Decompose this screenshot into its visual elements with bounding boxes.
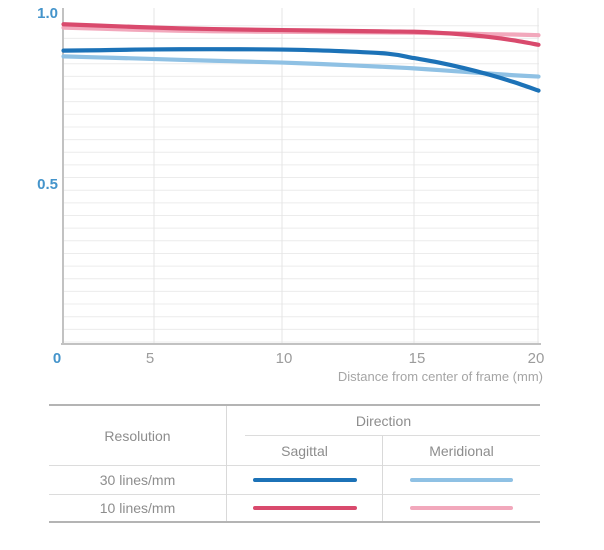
swatch-30-sagittal	[253, 478, 357, 482]
y-axis-tick-1.0: 1.0	[37, 5, 58, 22]
direction-header: Direction	[355, 412, 412, 429]
legend-table-top-border	[49, 404, 540, 406]
legend-row-separator-2	[49, 494, 540, 495]
resolution-header: Resolution	[104, 427, 171, 444]
mtf-plot-area	[61, 8, 541, 345]
curve-30-lines-mm-meridional	[61, 54, 541, 79]
x-axis-tick-15: 15	[408, 350, 426, 367]
x-axis-tick-10: 10	[275, 350, 293, 367]
swatch-10-sagittal	[253, 506, 357, 510]
x-axis-tick-0: 0	[52, 350, 62, 367]
sagittal-meridional-divider	[382, 436, 383, 521]
resolution-direction-divider	[226, 406, 227, 521]
legend-table-bottom-border	[49, 521, 540, 523]
y-axis-tick-0.5: 0.5	[37, 176, 58, 193]
row-label-30-lines: 30 lines/mm	[99, 472, 176, 488]
legend-row-separator-1	[49, 465, 540, 466]
row-label-10-lines: 10 lines/mm	[99, 500, 176, 516]
sagittal-header: Sagittal	[281, 442, 328, 459]
swatch-30-meridional	[410, 478, 513, 482]
direction-header-underline	[245, 435, 540, 436]
x-axis-tick-5: 5	[145, 350, 155, 367]
curve-10-lines-mm-sagittal	[61, 22, 541, 47]
swatch-10-meridional	[410, 506, 513, 510]
curve-30-lines-mm-sagittal	[61, 47, 541, 93]
x-axis-title: Distance from center of frame (mm)	[337, 369, 543, 384]
x-axis-tick-20: 20	[527, 350, 545, 367]
legend-table: Resolution Direction Sagittal Meridional…	[49, 404, 540, 523]
meridional-header: Meridional	[429, 442, 494, 459]
